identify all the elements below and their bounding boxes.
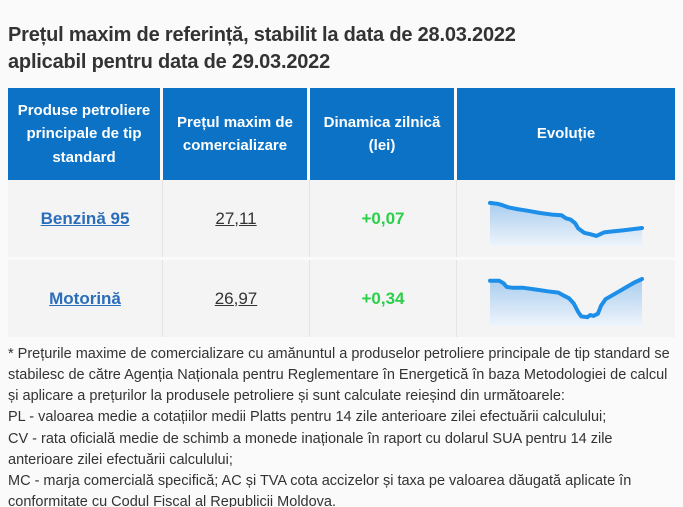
page-title: Prețul maxim de referință, stabilit la d… xyxy=(8,22,675,76)
price-cell: 27,11 xyxy=(163,180,310,257)
table-header-row: Produse petroliere principale de tip sta… xyxy=(8,88,675,180)
footnote-paragraph-2: PL - valoarea medie a cotațiilor medii P… xyxy=(8,409,607,426)
product-cell: Motorină xyxy=(8,260,163,337)
column-header-products: Produse petroliere principale de tip sta… xyxy=(8,88,163,180)
footnote-paragraph-1: * Prețurile maxime de comercializare cu … xyxy=(8,346,670,405)
price-link-motorina[interactable]: 26,97 xyxy=(214,288,258,308)
daily-change-cell: +0,34 xyxy=(310,260,457,337)
evolution-cell xyxy=(457,260,675,337)
evolution-cell xyxy=(457,180,675,257)
evolution-sparkline-benzina-95 xyxy=(487,191,645,247)
footnote-paragraph-3: CV - rata oficială medie de schimb a mon… xyxy=(8,430,613,468)
daily-change-benzina-95: +0,07 xyxy=(361,208,405,228)
page-title-line2: aplicabil pentru data de 29.03.2022 xyxy=(8,51,331,73)
page-title-line1: Prețul maxim de referință, stabilit la d… xyxy=(8,24,516,46)
table-row-benzina-95: Benzină 95 27,11 +0,07 xyxy=(8,180,675,257)
evolution-sparkline-motorina xyxy=(487,271,645,327)
price-cell: 26,97 xyxy=(163,260,310,337)
daily-change-motorina: +0,34 xyxy=(361,288,405,308)
fuel-price-table: Produse petroliere principale de tip sta… xyxy=(8,88,675,337)
price-link-benzina-95[interactable]: 27,11 xyxy=(215,208,257,228)
column-header-daily-dynamic: Dinamica zilnică (lei) xyxy=(310,88,457,180)
footnote-paragraph-4: MC - marja comercială specifică; AC și T… xyxy=(8,472,632,507)
table-row-motorina: Motorină 26,97 +0,34 xyxy=(8,260,675,337)
daily-change-cell: +0,07 xyxy=(310,180,457,257)
column-header-evolution: Evoluție xyxy=(457,88,675,180)
product-cell: Benzină 95 xyxy=(8,180,163,257)
product-link-motorina[interactable]: Motorină xyxy=(49,288,121,308)
column-header-max-price: Prețul maxim de comercializare xyxy=(163,88,310,180)
product-link-benzina-95[interactable]: Benzină 95 xyxy=(40,208,130,228)
footnote: * Prețurile maxime de comercializare cu … xyxy=(8,344,675,507)
